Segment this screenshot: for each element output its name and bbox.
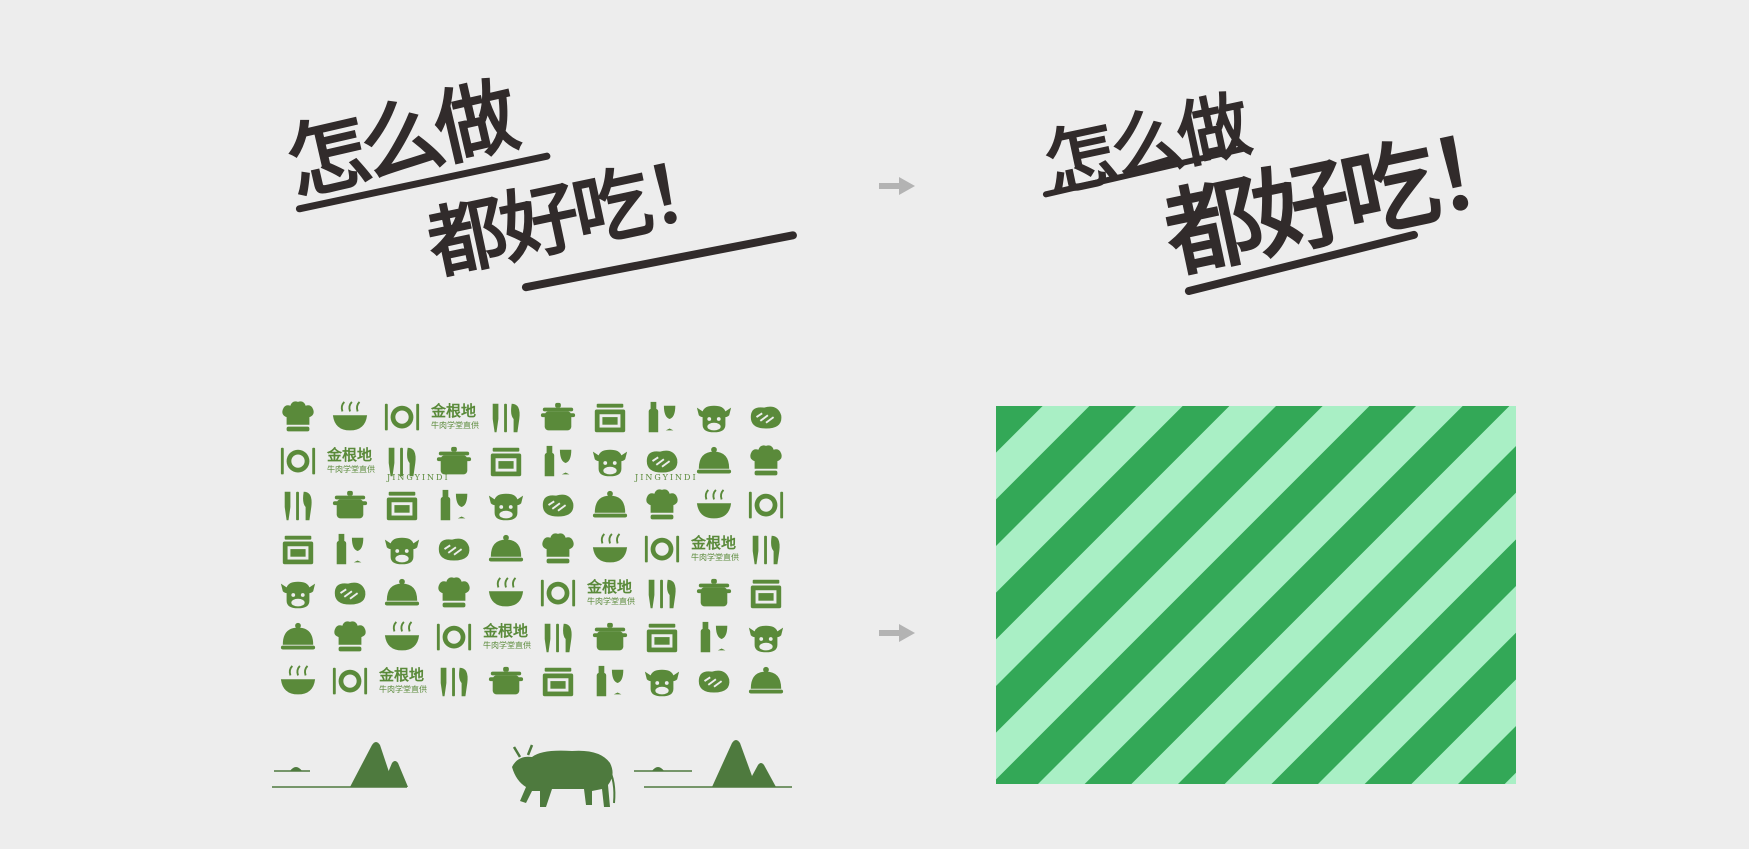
- chef-hat-icon: [646, 489, 678, 520]
- wine-bottle-icon: [544, 445, 572, 477]
- title-before: 怎么做 都好吃！: [278, 69, 810, 308]
- steak-icon: [542, 494, 574, 517]
- plate-cutlery-icon: [748, 491, 784, 519]
- knife-fork-icon: [544, 623, 572, 653]
- stove-icon: [386, 491, 418, 521]
- mountain-icon: [350, 742, 394, 787]
- steak-icon: [438, 538, 470, 561]
- steak-icon: [698, 670, 730, 693]
- stove-icon: [594, 403, 626, 433]
- knife-fork-icon: [440, 667, 468, 697]
- cow-head-icon: [280, 581, 316, 609]
- food-icon-pattern: 金根地 牛肉学堂直供 金根地 牛肉学堂直供 金根地 牛肉学堂直供 金根地 牛肉学堂直供 金根地牛…: [275, 398, 795, 708]
- brand-logo-text: 金根地: [690, 534, 736, 552]
- brand-logo-text: 金根地: [378, 666, 424, 684]
- steak-icon: [646, 450, 678, 473]
- cow-head-icon: [748, 625, 784, 653]
- pot-icon: [436, 446, 472, 475]
- cloche-icon: [592, 490, 628, 518]
- cow-head-icon: [592, 449, 628, 477]
- stove-icon: [750, 579, 782, 609]
- plate-cutlery-icon: [280, 447, 316, 475]
- brand-logo-text: 金根地: [430, 402, 476, 420]
- chef-hat-icon: [750, 445, 782, 476]
- brand-logo-sub: 牛肉学堂直供: [431, 420, 479, 430]
- arrow-right-icon: [879, 177, 915, 195]
- cow-head-icon: [696, 405, 732, 433]
- cloche-icon: [280, 622, 316, 650]
- stove-icon: [490, 447, 522, 477]
- bowl-icon: [384, 621, 420, 651]
- pot-icon: [488, 666, 524, 695]
- chef-hat-icon: [438, 577, 470, 608]
- knife-fork-icon: [388, 447, 416, 477]
- cow-head-icon: [384, 537, 420, 565]
- cow-head-icon: [644, 669, 680, 697]
- bowl-icon: [280, 665, 316, 695]
- brand-logo-text: 金根地: [326, 446, 372, 464]
- brand-logo-sub: 牛肉学堂直供: [483, 640, 531, 650]
- cow-silhouette-icon: [512, 744, 616, 807]
- cloche-icon: [384, 578, 420, 606]
- wine-bottle-icon: [700, 621, 728, 653]
- pot-icon: [332, 490, 368, 519]
- wine-bottle-icon: [336, 533, 364, 565]
- title-after: 怎么做 都好吃！: [1035, 80, 1555, 310]
- landscape-illustration: [272, 740, 792, 807]
- brand-logo-sub: 牛肉学堂直供: [587, 596, 635, 606]
- cloche-icon: [748, 666, 784, 694]
- brand-logo-sub: 牛肉学堂直供: [691, 552, 739, 562]
- wine-bottle-icon: [440, 489, 468, 521]
- chef-hat-icon: [334, 621, 366, 652]
- pot-icon: [592, 622, 628, 651]
- plate-cutlery-icon: [540, 579, 576, 607]
- knife-fork-icon: [648, 579, 676, 609]
- bowl-icon: [332, 401, 368, 431]
- bowl-icon: [488, 577, 524, 607]
- brand-logo-sub: 牛肉学堂直供: [327, 464, 375, 474]
- knife-fork-icon: [492, 403, 520, 433]
- wine-bottle-icon: [648, 401, 676, 433]
- stove-icon: [282, 535, 314, 565]
- chef-hat-icon: [542, 533, 574, 564]
- pot-icon: [540, 402, 576, 431]
- cow-head-icon: [488, 493, 524, 521]
- steak-icon: [750, 406, 782, 429]
- plate-cutlery-icon: [644, 535, 680, 563]
- cloche-icon: [696, 446, 732, 474]
- brand-wordmark: JINGYINDI: [386, 473, 450, 482]
- stove-icon: [542, 667, 574, 697]
- bowl-icon: [592, 533, 628, 563]
- cloche-icon: [488, 534, 524, 562]
- plate-cutlery-icon: [436, 623, 472, 651]
- brand-logo-text: 金根地: [482, 622, 528, 640]
- plate-cutlery-icon: [384, 403, 420, 431]
- brand-logo-sub: 牛肉学堂直供: [379, 684, 427, 694]
- pot-icon: [696, 578, 732, 607]
- bowl-icon: [696, 489, 732, 519]
- wine-bottle-icon: [596, 665, 624, 697]
- brand-logo-text: 金根地: [586, 578, 632, 596]
- knife-fork-icon: [284, 491, 312, 521]
- plate-cutlery-icon: [332, 667, 368, 695]
- chef-hat-icon: [282, 401, 314, 432]
- stove-icon: [646, 623, 678, 653]
- steak-icon: [334, 582, 366, 605]
- diagonal-stripe-pattern: [996, 406, 1516, 784]
- knife-fork-icon: [752, 535, 780, 565]
- arrow-right-icon: [879, 624, 915, 642]
- brand-wordmark: JINGYINDI: [634, 473, 698, 482]
